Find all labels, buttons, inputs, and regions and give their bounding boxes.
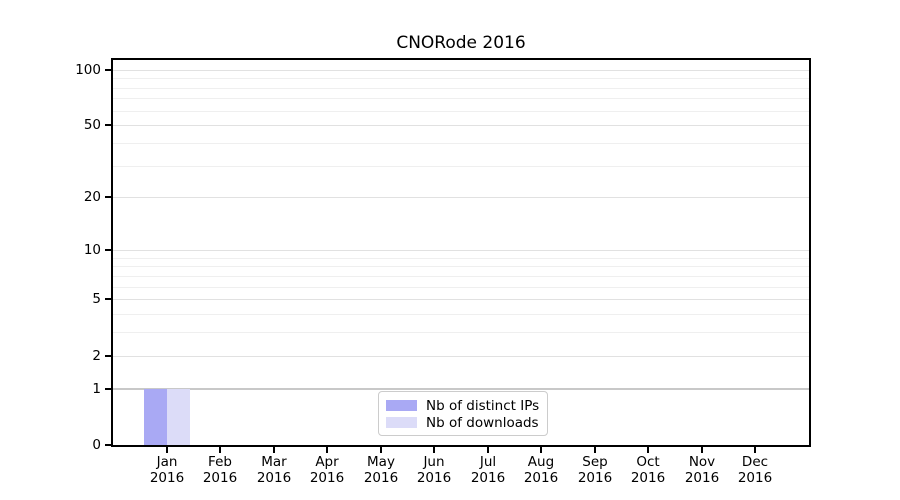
gridline-major bbox=[113, 356, 809, 357]
y-tick bbox=[105, 388, 111, 390]
gridline-minor bbox=[113, 287, 809, 288]
x-tick-year: 2016 bbox=[630, 470, 666, 486]
x-tick-label-sep: Sep 2016 bbox=[578, 454, 612, 486]
legend: Nb of distinct IPs Nb of downloads bbox=[378, 391, 548, 436]
x-tick-label-apr: Apr 2016 bbox=[310, 454, 344, 486]
x-tick-year: 2016 bbox=[416, 470, 452, 486]
x-tick-month: Nov bbox=[688, 454, 716, 470]
x-tick-year: 2016 bbox=[309, 470, 345, 486]
gridline-minor bbox=[113, 276, 809, 277]
gridline-minor bbox=[113, 98, 809, 99]
legend-label-distinct-ips: Nb of distinct IPs bbox=[426, 397, 540, 414]
x-tick-label-dec: Dec 2016 bbox=[738, 454, 772, 486]
x-tick-label-jan: Jan 2016 bbox=[150, 454, 184, 486]
y-tick bbox=[105, 249, 111, 251]
x-tick-label-aug: Aug 2016 bbox=[524, 454, 558, 486]
gridline-major bbox=[113, 299, 809, 300]
x-tick bbox=[540, 447, 542, 453]
gridline-major bbox=[113, 250, 809, 251]
y-tick-label: 2 bbox=[92, 348, 101, 364]
y-tick-label: 1 bbox=[92, 381, 101, 397]
y-tick-label: 50 bbox=[83, 117, 101, 133]
gridline-minor bbox=[113, 332, 809, 333]
x-tick-label-feb: Feb 2016 bbox=[203, 454, 237, 486]
gridline-minor bbox=[113, 88, 809, 89]
bar-distinct-ips-jan bbox=[144, 389, 167, 445]
x-tick bbox=[647, 447, 649, 453]
x-tick-month: Dec bbox=[741, 454, 769, 470]
x-tick-label-may: May 2016 bbox=[364, 454, 398, 486]
gridline-minor bbox=[113, 143, 809, 144]
x-tick-month: Jun bbox=[423, 454, 445, 470]
x-tick-month: Jul bbox=[479, 454, 497, 470]
x-tick-month: May bbox=[367, 454, 395, 470]
legend-label-downloads: Nb of downloads bbox=[426, 414, 539, 431]
gridline-minor bbox=[113, 166, 809, 167]
gridline-minor bbox=[113, 258, 809, 259]
x-tick-month: Aug bbox=[527, 454, 555, 470]
x-tick-label-jul: Jul 2016 bbox=[471, 454, 505, 486]
x-tick bbox=[273, 447, 275, 453]
x-tick-year: 2016 bbox=[202, 470, 238, 486]
x-tick-label-mar: Mar 2016 bbox=[257, 454, 291, 486]
x-tick-month: Sep bbox=[582, 454, 608, 470]
y-tick-label: 20 bbox=[83, 189, 101, 205]
x-tick-label-jun: Jun 2016 bbox=[417, 454, 451, 486]
y-tick bbox=[105, 124, 111, 126]
y-tick-label: 10 bbox=[83, 242, 101, 258]
x-tick bbox=[166, 447, 168, 453]
gridline-minor bbox=[113, 314, 809, 315]
x-tick bbox=[433, 447, 435, 453]
x-tick bbox=[380, 447, 382, 453]
x-tick-year: 2016 bbox=[737, 470, 773, 486]
x-tick bbox=[487, 447, 489, 453]
x-tick-year: 2016 bbox=[363, 470, 399, 486]
x-tick-month: Apr bbox=[315, 454, 339, 470]
y-tick-label: 100 bbox=[75, 62, 101, 78]
gridline-major bbox=[113, 70, 809, 71]
gridline-value-1 bbox=[113, 388, 809, 390]
gridline-minor bbox=[113, 111, 809, 112]
x-tick-year: 2016 bbox=[684, 470, 720, 486]
y-tick bbox=[105, 69, 111, 71]
x-tick bbox=[701, 447, 703, 453]
plot-area: 0 1 2 5 10 20 50 100 Jan 2016 Feb 2016 Mar 2016 Apr 201… bbox=[75, 58, 811, 486]
legend-item-distinct-ips: Nb of distinct IPs bbox=[386, 397, 547, 414]
x-tick bbox=[754, 447, 756, 453]
gridline-minor bbox=[113, 78, 809, 79]
y-tick bbox=[105, 196, 111, 198]
x-tick-year: 2016 bbox=[470, 470, 506, 486]
x-tick-month: Oct bbox=[636, 454, 660, 470]
y-tick-label: 0 bbox=[92, 437, 101, 453]
y-tick bbox=[105, 355, 111, 357]
y-tick bbox=[105, 298, 111, 300]
legend-swatch-distinct-ips-icon bbox=[386, 400, 417, 411]
gridline-major bbox=[113, 125, 809, 126]
legend-swatch-downloads-icon bbox=[386, 417, 417, 428]
x-tick-month: Mar bbox=[261, 454, 287, 470]
legend-item-downloads: Nb of downloads bbox=[386, 414, 547, 431]
x-tick-year: 2016 bbox=[523, 470, 559, 486]
y-tick-label: 5 bbox=[92, 291, 101, 307]
x-tick-year: 2016 bbox=[577, 470, 613, 486]
x-tick-month: Feb bbox=[208, 454, 232, 470]
x-tick bbox=[219, 447, 221, 453]
x-tick bbox=[594, 447, 596, 453]
chart-title: CNORode 2016 bbox=[396, 33, 526, 53]
x-tick-year: 2016 bbox=[256, 470, 292, 486]
gridline-minor bbox=[113, 266, 809, 267]
x-tick-label-oct: Oct 2016 bbox=[631, 454, 665, 486]
gridline-major bbox=[113, 197, 809, 198]
x-tick-month: Jan bbox=[156, 454, 178, 470]
x-tick-year: 2016 bbox=[149, 470, 185, 486]
y-tick bbox=[105, 444, 111, 446]
bar-downloads-jan bbox=[167, 389, 190, 445]
x-tick bbox=[326, 447, 328, 453]
x-tick-label-nov: Nov 2016 bbox=[685, 454, 719, 486]
